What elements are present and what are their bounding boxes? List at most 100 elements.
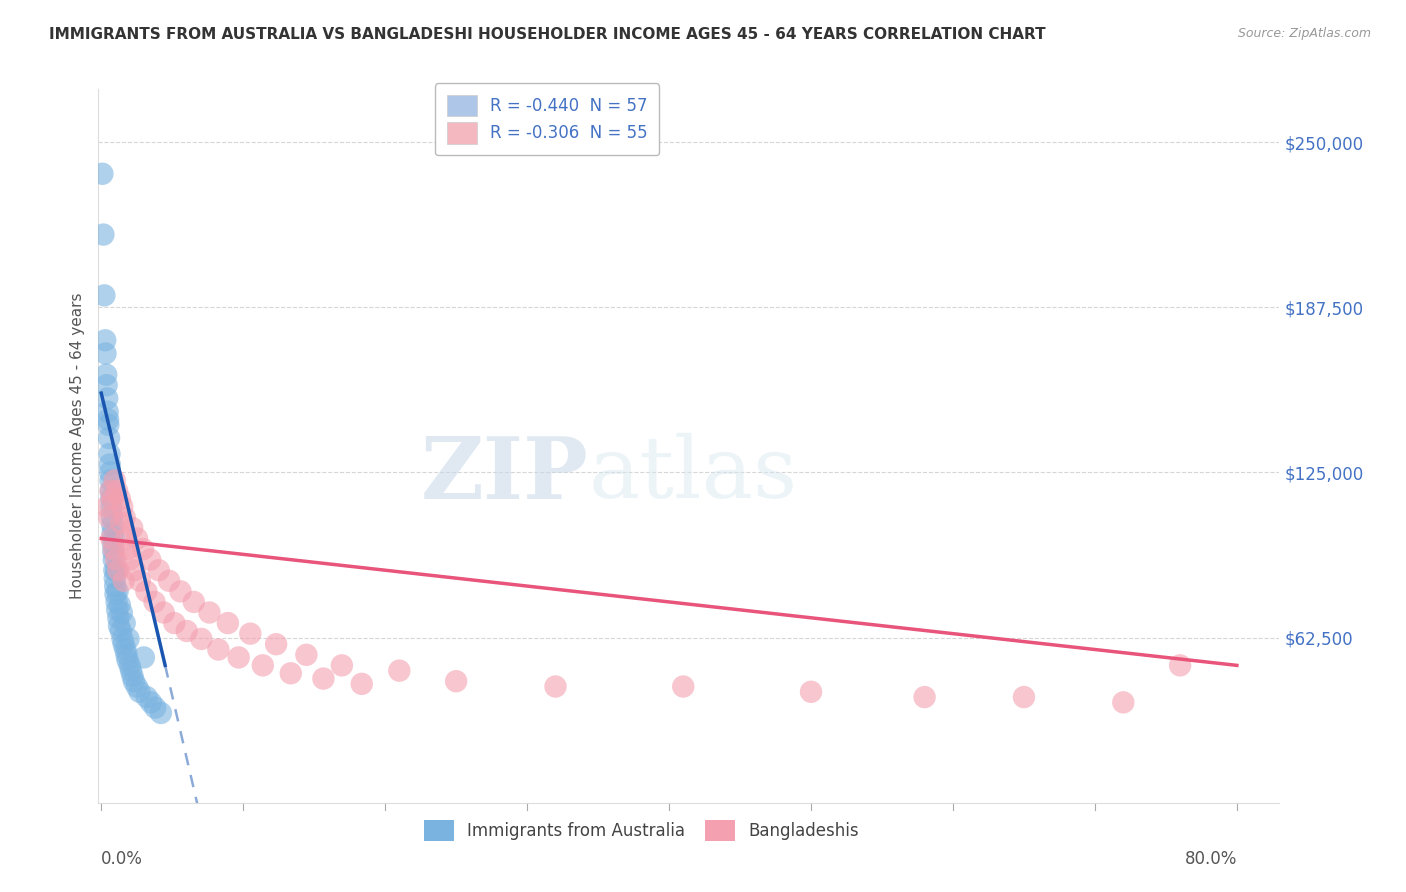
Point bbox=[112, 574, 135, 588]
Point bbox=[228, 650, 250, 665]
Point bbox=[252, 658, 274, 673]
Legend: Immigrants from Australia, Bangladeshis: Immigrants from Australia, Bangladeshis bbox=[418, 814, 866, 848]
Point bbox=[111, 606, 134, 620]
Text: 0.0%: 0.0% bbox=[101, 850, 143, 869]
Point bbox=[117, 632, 139, 646]
Point bbox=[1112, 695, 1135, 709]
Y-axis label: Householder Income Ages 45 - 64 years: Householder Income Ages 45 - 64 years bbox=[69, 293, 84, 599]
Point bbox=[128, 685, 150, 699]
Point bbox=[118, 658, 141, 673]
Point bbox=[157, 574, 180, 588]
Point bbox=[128, 574, 150, 588]
Point bbox=[132, 650, 155, 665]
Point bbox=[105, 563, 128, 577]
Point bbox=[914, 690, 936, 704]
Point bbox=[100, 483, 122, 498]
Point bbox=[98, 510, 121, 524]
Point bbox=[124, 563, 146, 577]
Point bbox=[295, 648, 318, 662]
Point bbox=[207, 642, 229, 657]
Point bbox=[107, 611, 129, 625]
Point bbox=[312, 672, 335, 686]
Point bbox=[1012, 690, 1035, 704]
Text: 80.0%: 80.0% bbox=[1184, 850, 1237, 869]
Point bbox=[149, 706, 172, 720]
Point bbox=[350, 677, 373, 691]
Point bbox=[104, 571, 127, 585]
Point bbox=[108, 618, 131, 632]
Point bbox=[118, 552, 141, 566]
Text: ZIP: ZIP bbox=[420, 433, 589, 516]
Point bbox=[121, 669, 143, 683]
Point bbox=[135, 584, 157, 599]
Point bbox=[330, 658, 353, 673]
Point bbox=[98, 431, 121, 445]
Point bbox=[100, 532, 122, 546]
Point bbox=[91, 167, 114, 181]
Point bbox=[190, 632, 212, 646]
Point bbox=[103, 545, 125, 559]
Point bbox=[104, 579, 127, 593]
Point bbox=[239, 626, 262, 640]
Point bbox=[98, 447, 121, 461]
Point bbox=[97, 417, 120, 432]
Point bbox=[280, 666, 302, 681]
Point bbox=[135, 690, 157, 704]
Point bbox=[132, 542, 155, 557]
Point bbox=[544, 680, 567, 694]
Point bbox=[108, 598, 131, 612]
Point bbox=[111, 500, 134, 514]
Point bbox=[163, 616, 186, 631]
Point bbox=[108, 491, 131, 506]
Point bbox=[100, 474, 122, 488]
Point bbox=[98, 466, 121, 480]
Point bbox=[672, 680, 695, 694]
Point bbox=[104, 587, 127, 601]
Point bbox=[114, 616, 136, 631]
Point bbox=[388, 664, 411, 678]
Point bbox=[101, 518, 124, 533]
Point bbox=[114, 510, 136, 524]
Point bbox=[121, 521, 143, 535]
Point bbox=[125, 680, 148, 694]
Point bbox=[183, 595, 205, 609]
Point bbox=[110, 516, 132, 530]
Point bbox=[105, 552, 128, 566]
Point bbox=[217, 616, 239, 631]
Point bbox=[96, 392, 118, 406]
Point bbox=[264, 637, 287, 651]
Point bbox=[94, 333, 117, 347]
Point bbox=[444, 674, 467, 689]
Point bbox=[114, 642, 136, 657]
Point bbox=[122, 674, 145, 689]
Point bbox=[105, 595, 128, 609]
Point bbox=[143, 595, 166, 609]
Point bbox=[94, 346, 117, 360]
Point bbox=[1168, 658, 1191, 673]
Point bbox=[101, 526, 124, 541]
Point bbox=[93, 227, 115, 242]
Point bbox=[96, 378, 118, 392]
Text: IMMIGRANTS FROM AUSTRALIA VS BANGLADESHI HOUSEHOLDER INCOME AGES 45 - 64 YEARS C: IMMIGRANTS FROM AUSTRALIA VS BANGLADESHI… bbox=[49, 27, 1046, 42]
Point bbox=[93, 288, 115, 302]
Point bbox=[97, 404, 120, 418]
Point bbox=[139, 695, 162, 709]
Point bbox=[115, 648, 138, 662]
Point bbox=[100, 483, 122, 498]
Text: Source: ZipAtlas.com: Source: ZipAtlas.com bbox=[1237, 27, 1371, 40]
Point bbox=[112, 637, 135, 651]
Point bbox=[107, 563, 129, 577]
Text: atlas: atlas bbox=[589, 433, 797, 516]
Point bbox=[104, 474, 127, 488]
Point bbox=[101, 491, 124, 506]
Point bbox=[143, 700, 166, 714]
Point bbox=[103, 542, 125, 557]
Point bbox=[107, 584, 129, 599]
Point bbox=[105, 603, 128, 617]
Point bbox=[148, 563, 170, 577]
Point bbox=[120, 664, 142, 678]
Point bbox=[100, 491, 122, 506]
Point bbox=[152, 606, 174, 620]
Point bbox=[800, 685, 823, 699]
Point bbox=[103, 563, 125, 577]
